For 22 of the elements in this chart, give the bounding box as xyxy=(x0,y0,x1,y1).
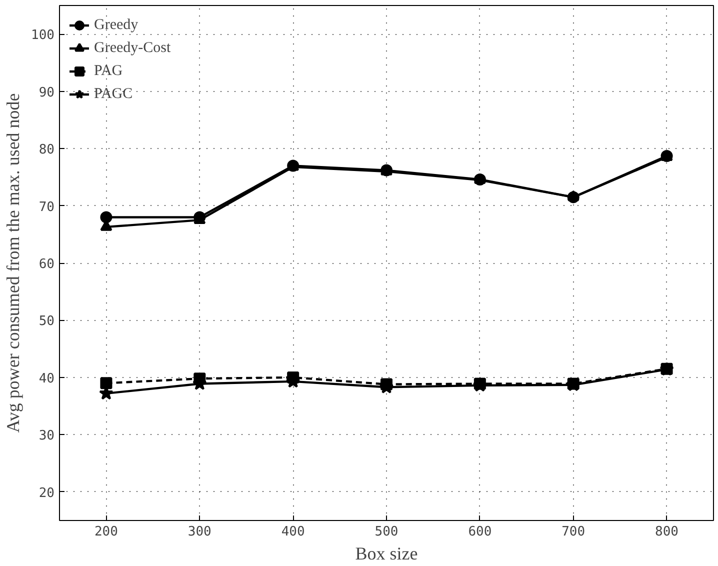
legend-label: PAG xyxy=(94,62,123,80)
legend-label: Greedy-Cost xyxy=(94,40,171,56)
y-tick-label: 80 xyxy=(38,142,55,158)
y-axis-title: Avg power consumed from the max. used node xyxy=(3,93,24,433)
x-axis-title: Box size xyxy=(355,544,418,564)
y-tick-label: 60 xyxy=(38,257,55,272)
y-tick-label: 50 xyxy=(38,314,55,330)
x-tick-label: 500 xyxy=(374,524,398,540)
x-tick-label: 800 xyxy=(655,524,679,540)
legend-label: PAGC xyxy=(94,86,133,102)
x-tick-label: 300 xyxy=(188,524,212,540)
legend-label: Greedy xyxy=(94,16,138,34)
y-tick-label: 30 xyxy=(38,428,55,444)
y-tick-label: 90 xyxy=(38,85,55,100)
y-tick-label: 70 xyxy=(38,200,55,215)
x-tick-label: 200 xyxy=(94,524,118,540)
y-tick-label: 100 xyxy=(31,28,55,44)
y-tick-label: 40 xyxy=(38,371,55,386)
x-tick-label: 400 xyxy=(281,524,305,540)
x-tick-label: 600 xyxy=(468,524,492,540)
x-tick-label: 700 xyxy=(562,524,586,540)
y-tick-label: 20 xyxy=(38,486,55,501)
